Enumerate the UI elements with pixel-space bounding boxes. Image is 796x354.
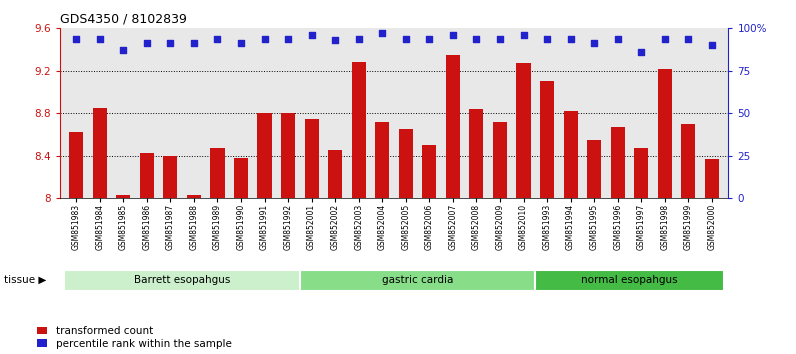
Bar — [517, 63, 531, 198]
Bar — [116, 195, 131, 198]
Text: tissue ▶: tissue ▶ — [4, 275, 46, 285]
Bar — [257, 113, 271, 198]
Bar — [140, 153, 154, 198]
Point — [376, 30, 388, 36]
Point — [682, 36, 695, 42]
Point — [211, 36, 224, 42]
Point — [470, 36, 483, 42]
Bar — [587, 140, 601, 198]
Bar — [92, 108, 107, 198]
Text: gastric cardia: gastric cardia — [382, 275, 453, 285]
Point — [282, 36, 295, 42]
Point — [447, 33, 459, 38]
Point — [635, 49, 648, 55]
Bar — [446, 55, 460, 198]
Point — [70, 36, 83, 42]
Point — [611, 36, 624, 42]
Point — [258, 36, 271, 42]
Bar — [375, 122, 389, 198]
Bar — [210, 148, 224, 198]
Point — [164, 40, 177, 46]
Point — [540, 36, 553, 42]
Bar — [657, 69, 672, 198]
Bar — [305, 119, 318, 198]
Point — [117, 47, 130, 52]
Point — [400, 36, 412, 42]
Bar — [352, 62, 366, 198]
Bar — [634, 148, 648, 198]
Bar — [163, 156, 178, 198]
Point — [517, 33, 530, 38]
Point — [305, 33, 318, 38]
Bar — [493, 122, 507, 198]
Point — [587, 40, 600, 46]
Bar — [69, 132, 84, 198]
Point — [423, 36, 435, 42]
Bar — [328, 150, 342, 198]
Point — [658, 36, 671, 42]
Legend: transformed count, percentile rank within the sample: transformed count, percentile rank withi… — [37, 326, 232, 349]
Point — [705, 42, 718, 48]
Bar — [611, 127, 625, 198]
Point — [140, 40, 153, 46]
Point — [329, 37, 341, 43]
Bar — [704, 159, 719, 198]
Bar — [564, 111, 578, 198]
Text: GDS4350 / 8102839: GDS4350 / 8102839 — [60, 13, 186, 26]
Text: Barrett esopahgus: Barrett esopahgus — [134, 275, 230, 285]
FancyBboxPatch shape — [300, 270, 535, 291]
Bar — [281, 113, 295, 198]
Point — [494, 36, 506, 42]
FancyBboxPatch shape — [535, 270, 724, 291]
FancyBboxPatch shape — [64, 270, 300, 291]
Point — [93, 36, 106, 41]
Bar — [681, 124, 696, 198]
Point — [188, 40, 201, 46]
Text: normal esopahgus: normal esopahgus — [581, 275, 677, 285]
Point — [564, 36, 577, 42]
Bar — [234, 158, 248, 198]
Bar — [399, 129, 413, 198]
Bar — [470, 109, 483, 198]
Bar — [540, 81, 554, 198]
Point — [235, 40, 248, 46]
Bar — [422, 145, 436, 198]
Bar — [187, 195, 201, 198]
Point — [353, 36, 365, 42]
